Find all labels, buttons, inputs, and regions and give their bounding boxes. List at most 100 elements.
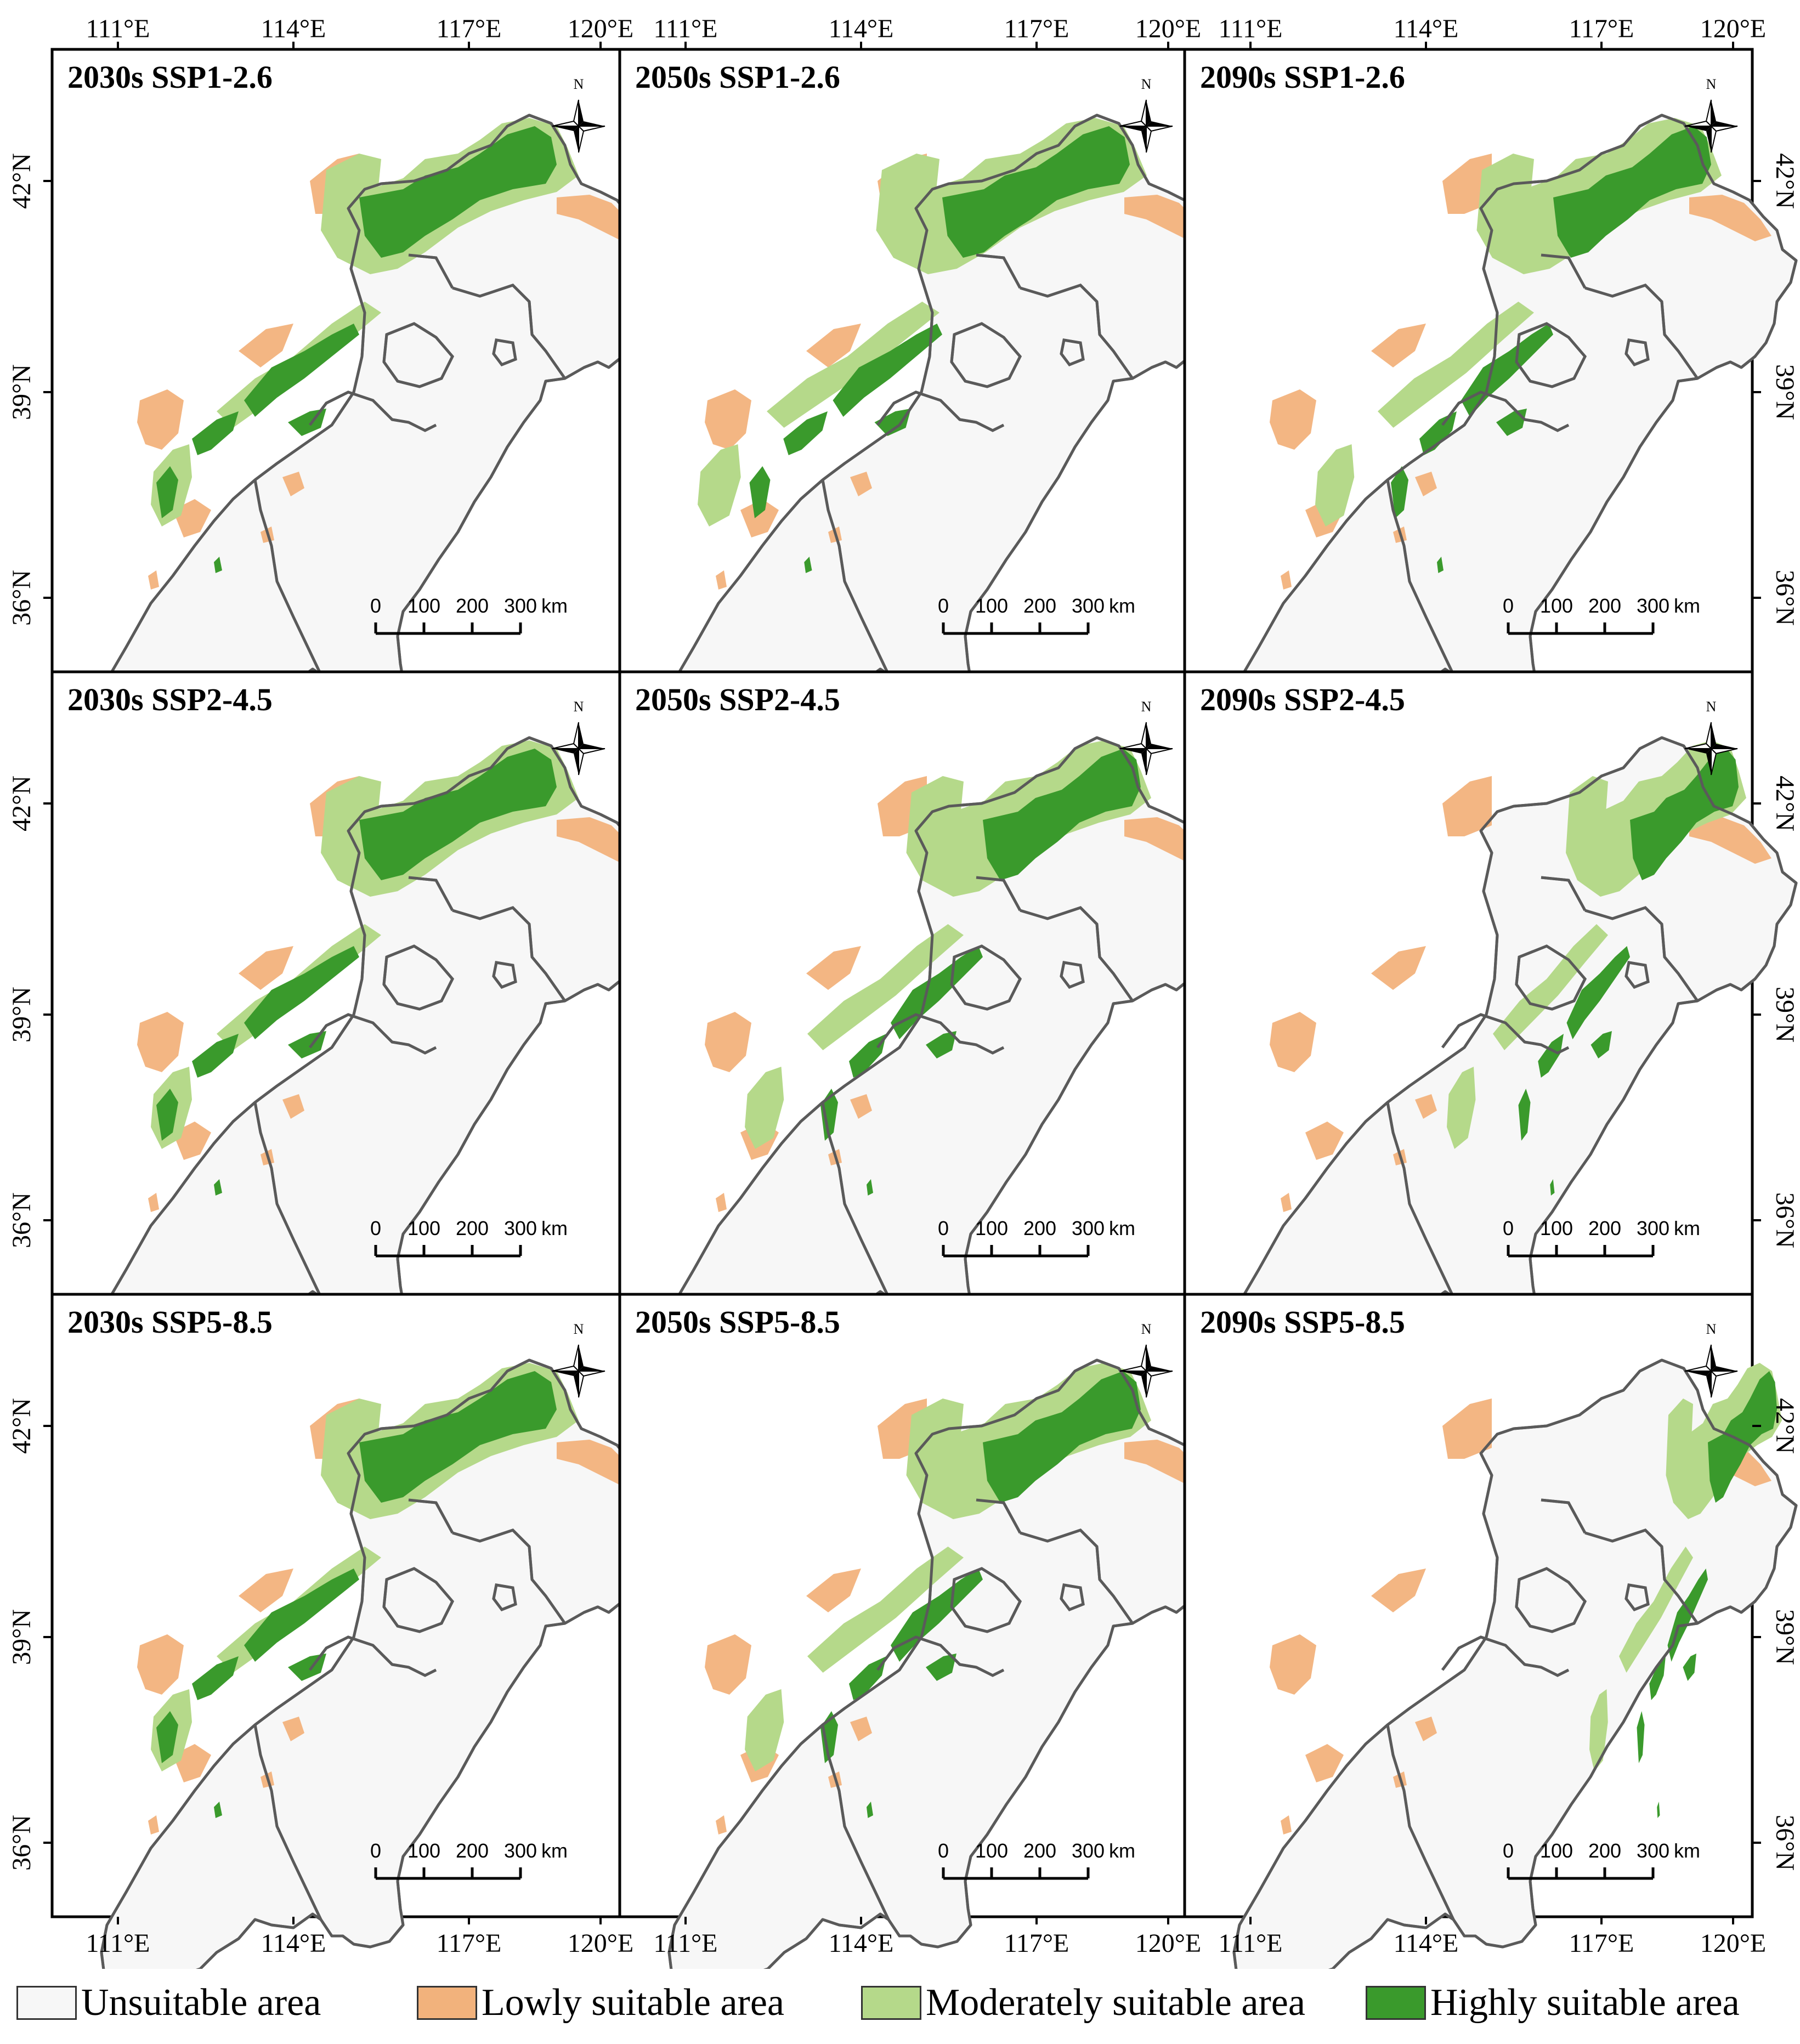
north-label: N — [1141, 76, 1152, 92]
high-suitability-patch — [1637, 1711, 1645, 1763]
panel-title: 2050s SSP2-4.5 — [635, 682, 840, 717]
low-suitability-patch — [1305, 1122, 1344, 1160]
low-suitability-patch — [806, 946, 861, 990]
legend-label-moderately-suitable: Moderately suitable area — [926, 1981, 1305, 2024]
low-suitability-patch — [1442, 1398, 1492, 1459]
lat-tick-label: 42°N — [7, 153, 36, 209]
scale-bar-number: 200 — [1023, 1839, 1056, 1862]
legend-item-moderately-suitable: Moderately suitable area — [861, 1975, 1305, 2030]
lon-tick-label: 114°E — [1394, 14, 1459, 43]
low-suitability-patch — [1371, 324, 1426, 367]
legend-label-highly-suitable: Highly suitable area — [1430, 1981, 1740, 2024]
study-region-map — [101, 1360, 664, 1969]
panel-2090s-ssp1-2-6: 2090s SSP1-2.6 N 0 100 200 300 km — [1183, 48, 1796, 754]
scale-bar-number: 100 — [1540, 1839, 1573, 1862]
high-suitability-patch — [192, 1034, 239, 1078]
panel-title: 2090s SSP2-4.5 — [1200, 682, 1405, 717]
scale-bar-number: 300 — [1072, 1839, 1105, 1862]
high-suitability-patch — [192, 411, 239, 455]
study-region-map — [1234, 115, 1796, 754]
north-label: N — [1706, 699, 1717, 715]
scale-bar-number: 0 — [938, 594, 949, 617]
lon-tick-label: 111°E — [1219, 14, 1283, 43]
lon-tick-label: 117°E — [437, 14, 502, 43]
lat-tick-label: 42°N — [7, 775, 36, 831]
scale-bar-number: 100 — [407, 1217, 440, 1239]
lon-tick-label: 117°E — [1569, 1929, 1634, 1958]
moderate-suitability-patch — [745, 1067, 784, 1149]
low-suitability-patch — [148, 1815, 159, 1834]
scale-bar-number: 0 — [1503, 1839, 1514, 1862]
lat-tick-label: 42°N — [1770, 153, 1799, 209]
scale-bar-number: 300 — [1637, 1217, 1669, 1239]
legend-swatch-unsuitable — [16, 1986, 77, 2020]
scale-bar-number: 200 — [456, 1839, 489, 1862]
panel-title: 2090s SSP1-2.6 — [1200, 59, 1405, 95]
scale-bar: 0 100 200 300 km — [370, 1839, 568, 1880]
moderate-suitability-patch — [698, 444, 741, 526]
low-suitability-patch — [806, 324, 861, 367]
lat-tick-label: 39°N — [1770, 1609, 1799, 1665]
low-suitability-patch — [1281, 1815, 1292, 1834]
legend-item-unsuitable: Unsuitable area — [16, 1975, 321, 2030]
study-region-map — [1234, 1360, 1796, 1969]
lat-tick-label: 36°N — [7, 1815, 36, 1871]
panel-title: 2030s SSP5-8.5 — [67, 1304, 273, 1340]
scale-bar-unit: km — [1109, 594, 1135, 617]
lat-tick-label: 39°N — [1770, 987, 1799, 1043]
panel-title: 2030s SSP2-4.5 — [67, 682, 273, 717]
scale-bar-number: 200 — [1023, 594, 1056, 617]
high-suitability-patch — [749, 466, 771, 518]
lat-tick-label: 36°N — [7, 570, 36, 626]
high-suitability-patch — [849, 1656, 886, 1700]
low-suitability-patch — [239, 946, 293, 990]
low-suitability-patch — [1281, 1193, 1292, 1212]
lon-tick-label: 114°E — [261, 14, 326, 43]
low-suitability-patch — [1371, 1569, 1426, 1612]
lon-tick-label: 114°E — [829, 14, 894, 43]
lon-tick-label: 111°E — [1219, 1929, 1283, 1958]
lon-tick-label: 114°E — [261, 1929, 326, 1958]
scale-bar-number: 300 — [1637, 594, 1669, 617]
lon-tick-label: 111°E — [86, 14, 150, 43]
high-suitability-patch — [849, 1034, 886, 1078]
low-suitability-patch — [137, 1634, 184, 1695]
scale-bar-number: 0 — [370, 1217, 381, 1239]
scale-bar-number: 0 — [370, 1839, 381, 1862]
low-suitability-patch — [705, 1012, 751, 1072]
north-label: N — [574, 1321, 584, 1337]
lat-tick-label: 36°N — [1770, 1192, 1799, 1248]
low-suitability-patch — [705, 1634, 751, 1695]
high-suitability-patch — [244, 946, 359, 1039]
high-suitability-patch — [156, 466, 178, 518]
scale-bar: 0 100 200 300 km — [938, 594, 1135, 635]
north-label: N — [1141, 699, 1152, 715]
lat-tick-label: 42°N — [1770, 1398, 1799, 1454]
panel-2090s-ssp2-4-5: 2090s SSP2-4.5 N 0 100 200 300 km — [1183, 670, 1796, 1377]
lat-tick-label: 42°N — [1770, 775, 1799, 831]
scale-bar-unit: km — [1109, 1217, 1135, 1239]
scale-bar-number: 100 — [1540, 1217, 1573, 1239]
legend-swatch-moderately-suitable — [861, 1986, 921, 2020]
study-region-map — [669, 1360, 1231, 1969]
legend-item-lowly-suitable: Lowly suitable area — [417, 1975, 784, 2030]
lon-tick-label: 120°E — [1135, 1929, 1202, 1958]
low-suitability-patch — [705, 389, 751, 450]
panel-title: 2050s SSP1-2.6 — [635, 59, 840, 95]
low-suitability-patch — [1270, 1012, 1316, 1072]
scale-bar-number: 100 — [975, 1217, 1008, 1239]
legend-label-lowly-suitable: Lowly suitable area — [482, 1981, 785, 2024]
scale-bar: 0 100 200 300 km — [938, 1217, 1135, 1258]
high-suitability-patch — [156, 1089, 178, 1141]
panel-2090s-ssp5-8-5: 2090s SSP5-8.5 N 0 100 200 300 km — [1183, 1293, 1796, 1969]
low-suitability-patch — [1270, 1634, 1316, 1695]
moderate-suitability-patch — [1315, 444, 1355, 526]
lon-tick-label: 111°E — [654, 1929, 718, 1958]
north-label: N — [1706, 1321, 1717, 1337]
lon-tick-label: 120°E — [1700, 14, 1767, 43]
scale-bar: 0 100 200 300 km — [1503, 594, 1700, 635]
scale-bar-number: 300 — [1072, 1217, 1105, 1239]
scale-bar: 0 100 200 300 km — [370, 1217, 568, 1258]
scale-bar-unit: km — [541, 594, 568, 617]
